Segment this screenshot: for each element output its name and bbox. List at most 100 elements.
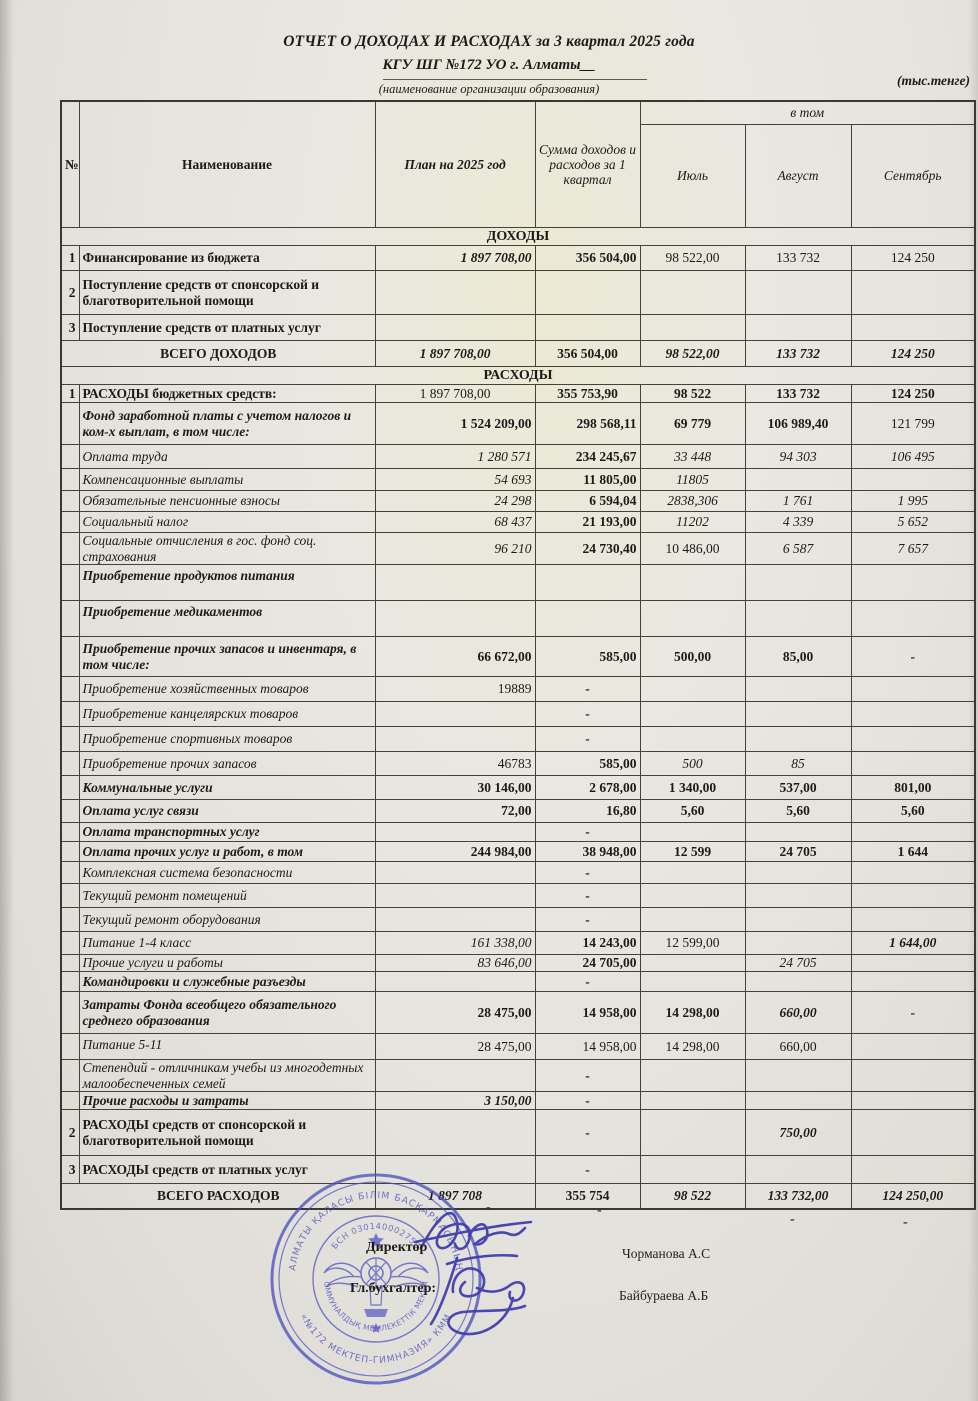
row-label: Приобретение канцелярских товаров [78, 701, 376, 727]
row-number [60, 636, 80, 677]
cell-sep: 124 250,00 [850, 1183, 976, 1209]
cell-plan [374, 564, 536, 601]
cell-sum: - [534, 1059, 641, 1092]
cell-jul [639, 1091, 746, 1110]
row-number [60, 600, 80, 637]
cell-jul [639, 676, 746, 702]
row-label: РАСХОДЫ бюджетных средств: [78, 384, 376, 403]
cell-aug [744, 931, 852, 955]
row-label: Затраты Фонда всеобщего обязательного ср… [78, 991, 376, 1034]
cell-jul: 5,60 [639, 799, 746, 823]
row-number [60, 511, 80, 533]
cell-aug [744, 701, 852, 727]
cell-jul: 33 448 [639, 444, 746, 469]
table-row: Компенсационные выплаты 54 693 11 805,00 11… [60, 468, 976, 491]
cell-plan: 28 475,00 [374, 1033, 536, 1060]
cell-aug: 750,00 [744, 1109, 852, 1156]
cell-sep: 801,00 [850, 775, 976, 800]
cell-aug [744, 676, 852, 702]
cell-sep: 5 652 [850, 511, 976, 533]
cell-sep [850, 954, 976, 972]
table-row: 1 РАСХОДЫ бюджетных средств: 1 897 708,00 3… [60, 384, 976, 403]
cell-jul: 12 599,00 [639, 931, 746, 955]
cell-sum: - [534, 822, 641, 842]
cell-plan: 244 984,00 [374, 841, 536, 862]
cell-jul [639, 1109, 746, 1156]
table-row: Оплата услуг связи 72,00 16,80 5,60 5,60 5,60 [60, 799, 976, 823]
cell-sum: 356 504,00 [534, 245, 641, 271]
income-expense-table: № Наименование План на 2025 год Сумма до… [60, 100, 976, 1210]
cell-sum [534, 600, 641, 637]
cell-jul: 98 522 [639, 384, 746, 403]
row-label: Комплексная система безопасности [78, 861, 376, 884]
cell-aug [744, 468, 852, 491]
cell-sum: 585,00 [534, 751, 641, 776]
report-title: ОТЧЕТ О ДОХОДАХ И РАСХОДАХ за 3 квартал … [283, 33, 695, 50]
cell-sep [850, 600, 976, 637]
cell-sep: 7 657 [850, 532, 976, 565]
cell-sum: 21 193,00 [534, 511, 641, 533]
row-label: Оплата труда [78, 444, 376, 469]
cell-plan: 3 150,00 [374, 1091, 536, 1110]
cell-jul: 98 522,00 [639, 340, 746, 367]
cell-jul [639, 701, 746, 727]
row-number: 1 [60, 245, 80, 271]
table-row: 3 Поступление средств от платных услуг [60, 314, 976, 341]
cell-plan: 1 897 708,00 [374, 340, 536, 367]
cell-sep [850, 971, 976, 992]
official-stamp: АЛМАТЫ ҚАЛАСЫ БІЛІМ БАСҚАРМАСЫНЫҢ «№172 … [270, 1173, 482, 1385]
row-number [60, 564, 80, 601]
table-row: Затраты Фонда всеобщего обязательного ср… [60, 991, 976, 1034]
row-label: Приобретение медикаментов [78, 600, 376, 637]
cell-sum: - [534, 907, 641, 932]
total-label: ВСЕГО ДОХОДОВ [60, 340, 376, 367]
row-label: Социальный налог [78, 511, 376, 533]
cell-plan [374, 270, 536, 315]
table-row: Приобретение продуктов питания [60, 564, 976, 601]
cell-aug [744, 822, 852, 842]
table-row: Социальный налог 68 437 21 193,00 11202 4 33… [60, 511, 976, 533]
cell-sep [850, 314, 976, 341]
row-number: 2 [60, 1109, 80, 1156]
cell-jul: 12 599 [639, 841, 746, 862]
cell-sum: 585,00 [534, 636, 641, 677]
cell-plan [374, 1059, 536, 1092]
row-label: Приобретение хозяйственных товаров [78, 676, 376, 702]
table-row: 2 РАСХОДЫ средств от спонсорской и благот… [60, 1109, 976, 1156]
row-label: Обязательные пенсионные взносы [78, 490, 376, 512]
row-number [60, 822, 80, 842]
row-number [60, 931, 80, 955]
cell-aug [744, 861, 852, 884]
cell-plan: 54 693 [374, 468, 536, 491]
cell-aug: 24 705 [744, 954, 852, 972]
cell-aug: 660,00 [744, 991, 852, 1034]
cell-sum: 6 594,04 [534, 490, 641, 512]
row-label: Коммунальные услуги [78, 775, 376, 800]
table-row: Приобретение спортивных товаров - [60, 726, 976, 752]
cell-sep: - [850, 991, 976, 1034]
cell-jul [639, 314, 746, 341]
cell-jul [639, 726, 746, 752]
cell-sep [850, 751, 976, 776]
table-row: Приобретение прочих запасов и инвентаря,… [60, 636, 976, 677]
row-number [60, 841, 80, 862]
stamp-emblem [323, 1233, 429, 1333]
row-number [60, 1033, 80, 1060]
cell-sum: 298 568,11 [534, 402, 641, 445]
row-number [60, 490, 80, 512]
cell-sum: 234 245,67 [534, 444, 641, 469]
cell-jul: 11202 [639, 511, 746, 533]
row-label: Социальные отчисления в гос. фонд соц. с… [78, 532, 376, 565]
cell-aug [744, 726, 852, 752]
row-number [60, 907, 80, 932]
row-number [60, 799, 80, 823]
row-number [60, 676, 80, 702]
table-row: Питание 5-11 28 475,00 14 958,00 14 298,00 6… [60, 1033, 976, 1060]
cell-sum: - [534, 1091, 641, 1110]
cell-sep: 1 644,00 [850, 931, 976, 955]
cell-sum: 11 805,00 [534, 468, 641, 491]
cell-sum: 2 678,00 [534, 775, 641, 800]
accountant-signature [429, 1253, 527, 1336]
cell-jul [639, 1155, 746, 1184]
cell-jul [639, 822, 746, 842]
